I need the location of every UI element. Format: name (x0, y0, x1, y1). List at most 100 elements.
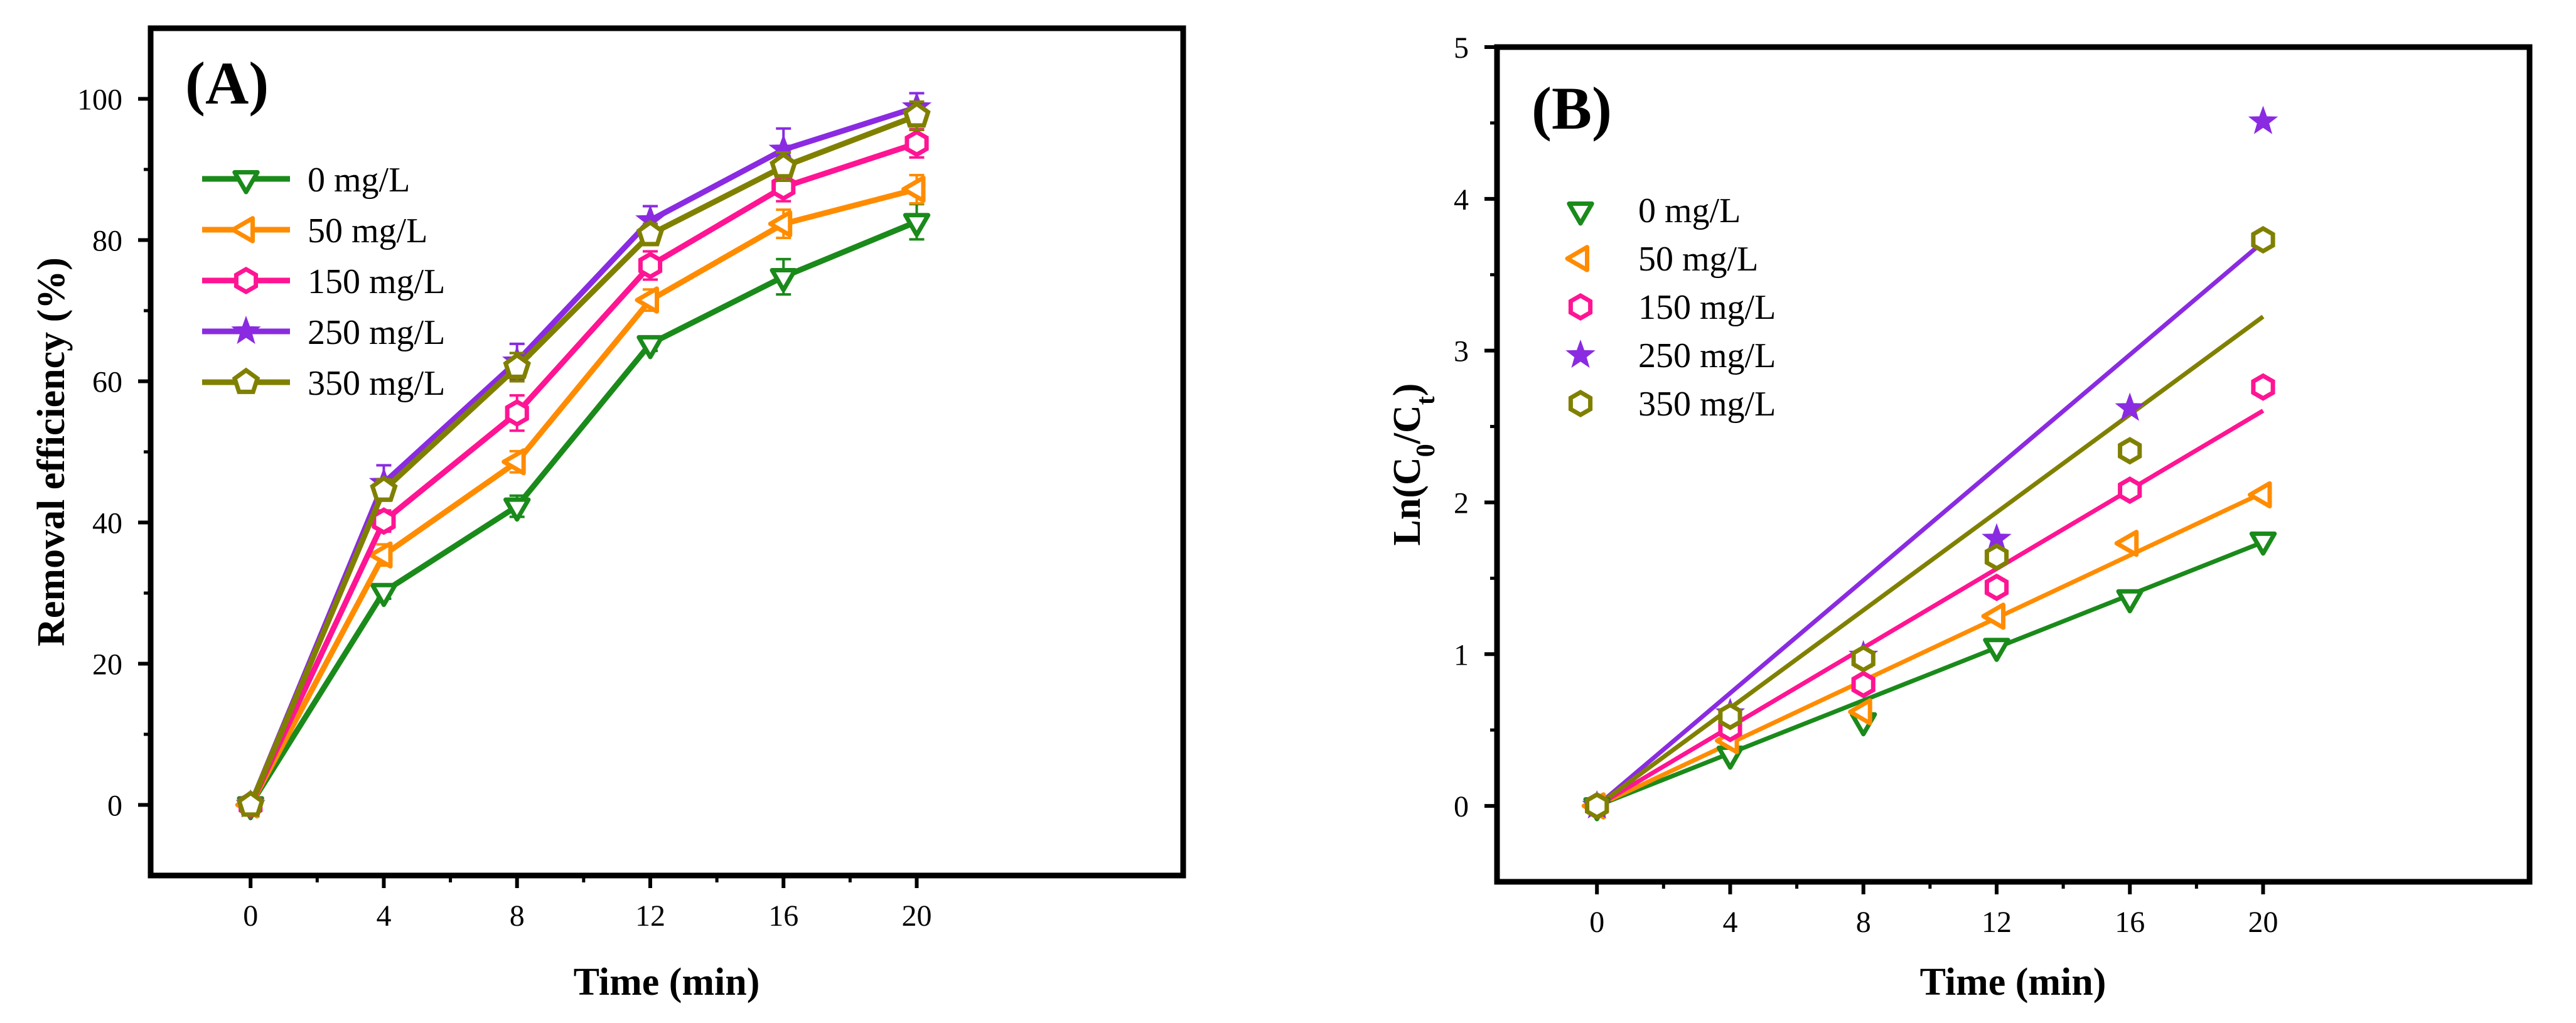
panel-b-fit-line-2 (1596, 490, 2264, 808)
panelA-y-tick-label: 60 (92, 366, 122, 399)
panel-a: (A) Time (min) Removal efficiency (%) 0 4… (30, 25, 1186, 1004)
panel-b-y-axis-title-sub1: t (1412, 396, 1441, 405)
panel-b-x-axis-title: Time (min) (1920, 961, 2106, 1004)
panel-b-legend-item-1-marker (1567, 201, 1594, 226)
panel-a-series-2-line (248, 186, 918, 806)
panel-a-series-3-point (638, 251, 663, 280)
panelB-y-tick-label: 1 (1454, 638, 1469, 672)
panel-a-series-2-point (901, 175, 926, 203)
panel-a-legend-item-4-label: 250 mg/L (308, 313, 445, 352)
panel-a-series-5-point (503, 352, 531, 379)
panel-a-series-3-point (505, 399, 529, 427)
panel-b-label: (B) (1532, 75, 1612, 142)
panel-b-series-5-point (1718, 702, 1742, 731)
panel-a-series (235, 92, 932, 820)
panel-a-legend-item-3-label: 150 mg/L (308, 262, 445, 301)
panel-b-series-3-point (2251, 373, 2275, 401)
panel-a-series-1-point (770, 268, 797, 292)
panel-b-series (1581, 105, 2278, 822)
panel-a-series-5-point (903, 101, 931, 128)
panel-b-legend-item-5-marker (1568, 389, 1593, 418)
panel-b-series-1-point (2249, 531, 2277, 556)
panel-a-series-1-point (370, 582, 398, 608)
panel-a-series-5-point (370, 475, 398, 502)
panelA-y-tick-label: 20 (92, 648, 122, 682)
panel-a-label: (A) (185, 50, 269, 117)
panel-a-series-2 (235, 174, 926, 819)
panelA-x-tick-label: 16 (768, 899, 798, 933)
panel-b: (B) Time (min) Ln(C0/Ct) 0 4 8 12 16 20012345… (1386, 31, 2533, 1004)
panel-a-series-1-point (503, 497, 531, 522)
panel-b-series-1-point (2116, 589, 2144, 614)
panel-a-legend-item-1: 0 mg/L (202, 161, 410, 200)
panel-a-series-3-line (248, 141, 918, 806)
panel-b-series-5-point (2251, 226, 2275, 254)
panelA-x-tick-label: 4 (376, 899, 391, 933)
panel-a-legend-item-3: 150 mg/L (202, 262, 445, 301)
panelA-y-tick-label: 100 (77, 83, 122, 117)
panel-a-series-5-point (770, 152, 798, 179)
panel-b-legend-item-1-label: 0 mg/L (1638, 191, 1741, 230)
panel-a-legend-item-5: 350 mg/L (202, 364, 445, 403)
panel-b-legend-item-2-marker (1565, 245, 1589, 272)
panel-a-legend-item-1-label: 0 mg/L (308, 161, 410, 200)
panel-a-series-4 (235, 92, 932, 818)
panel-b-series-3-point (1984, 573, 2009, 601)
panel-b-series-3-point (1851, 670, 1876, 699)
panelA-y-tick-label: 0 (107, 790, 122, 823)
panel-a-series-1-line (248, 219, 918, 806)
panel-a-series-2-point (768, 210, 793, 238)
panel-b-series-5-point (2118, 437, 2142, 465)
panel-a-series-5-line (248, 113, 918, 806)
panel-a-legend-item-2: 50 mg/L (202, 212, 427, 250)
panelB-y-tick-label: 0 (1454, 790, 1469, 823)
panel-b-legend-item-4-label: 250 mg/L (1638, 336, 1776, 375)
panelB-x-tick-label: 4 (1722, 906, 1737, 939)
panel-a-x-axis-title: Time (min) (574, 961, 760, 1004)
panel-b-legend-item-2-label: 50 mg/L (1638, 240, 1758, 279)
panel-b-series-1-point (1983, 638, 2010, 662)
panel-a-legend: 0 mg/L 50 mg/L 150 mg/L 250 mg/L 350 mg/L (202, 161, 445, 403)
panel-b-fit-line-1 (1596, 540, 2264, 808)
panel-a-series-5-point (636, 220, 665, 247)
panel-b-y-axis-title: Ln(C0/Ct) (1386, 383, 1441, 546)
panel-b-series-2-point (1981, 603, 2005, 630)
panel-b-series-5 (1585, 226, 2275, 820)
panel-a-series-2-point (502, 448, 526, 476)
panel-b-series-4-point (2115, 392, 2145, 421)
panelB-y-tick-label: 4 (1454, 183, 1469, 217)
panel-b-series-5-point (1585, 792, 1609, 820)
panel-b-legend: 0 mg/L 50 mg/L 150 mg/L 250 mg/L 350 mg/L (1565, 191, 1776, 424)
panel-b-series-5-point (1851, 645, 1876, 673)
panel-b-legend-item-3-marker (1568, 292, 1593, 321)
panel-a-series-1-point (903, 213, 931, 237)
panel-b-y-axis-title-end: ) (1386, 383, 1429, 397)
panel-a-series-5-point (236, 790, 265, 817)
panel-a-legend-item-2-marker (230, 216, 255, 244)
panelA-y-tick-label: 80 (92, 225, 122, 258)
panel-b-legend-item-3-label: 150 mg/L (1638, 288, 1776, 327)
panel-a-legend-item-2-label: 50 mg/L (308, 212, 427, 250)
panel-b-fit-line-4 (1595, 240, 2265, 808)
panel-a-ticks: 0 4 8 12 16 20 0 20 40 60 80 100 (77, 83, 931, 933)
panelA-x-tick-label: 0 (243, 899, 258, 933)
panel-b-y-axis-title-sub0: 0 (1412, 444, 1441, 457)
panel-a-series-1-point (636, 335, 664, 360)
panelB-x-tick-label: 20 (2248, 906, 2278, 939)
panel-b-legend-item-4: 250 mg/L (1565, 336, 1776, 375)
panelA-x-tick-label: 8 (510, 899, 525, 933)
panel-b-series-2-point (2248, 481, 2272, 509)
panel-a-series-2-point (635, 286, 659, 314)
panel-b-fit-line-5 (1596, 314, 2265, 808)
panel-b-series-4-point (2248, 105, 2278, 134)
panelB-y-tick-label: 2 (1454, 486, 1469, 520)
panel-a-legend-item-5-label: 350 mg/L (308, 364, 445, 403)
panel-a-legend-item-5-marker (232, 367, 260, 394)
panelB-y-tick-label: 3 (1454, 335, 1469, 368)
panel-b-y-axis-title-main: Ln(C (1386, 457, 1429, 545)
panelA-y-tick-label: 40 (92, 507, 122, 540)
panelB-x-tick-label: 8 (1856, 906, 1871, 939)
panel-b-series-2-point (1848, 698, 1872, 726)
